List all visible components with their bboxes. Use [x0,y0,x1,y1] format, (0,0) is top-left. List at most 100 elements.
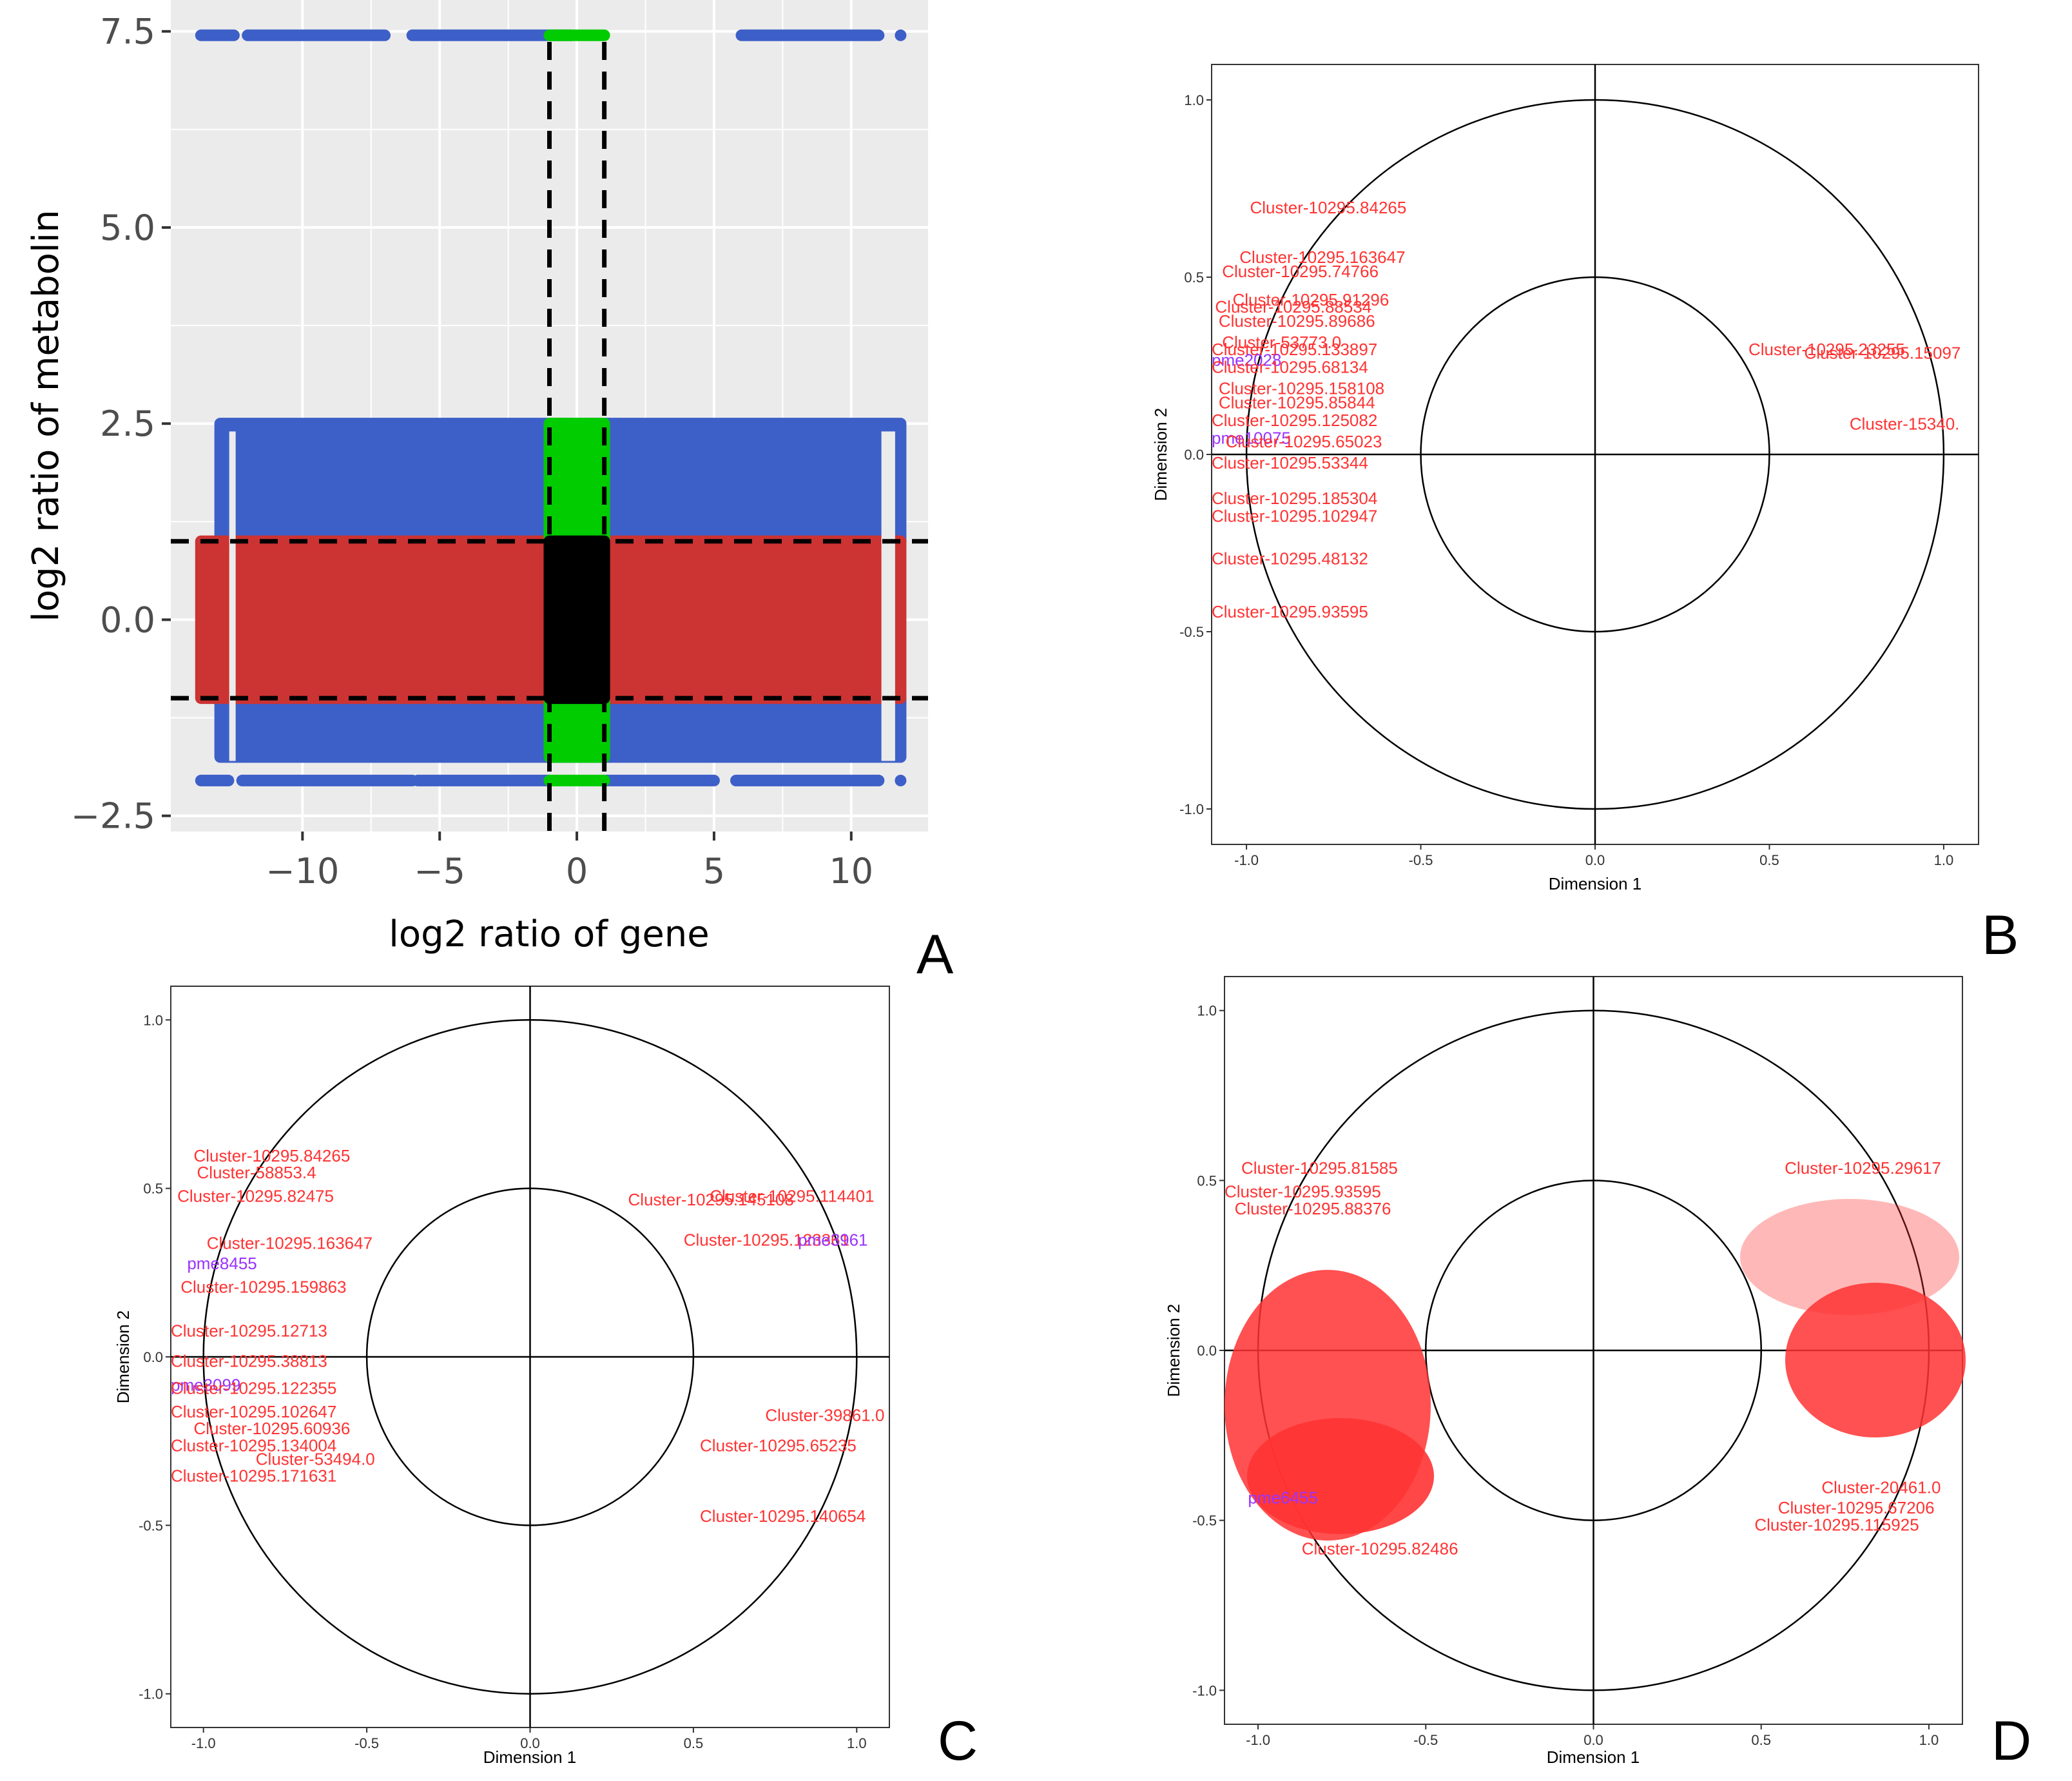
panel-b-y-axis-label: Dimension 2 [1151,408,1170,501]
panel-letter-c: C [938,1710,978,1772]
panel-letter-d: D [1991,1710,2031,1772]
panel-a-point-row [406,29,577,41]
panel-a-point-row [895,774,907,786]
panel-letter-b: B [1982,904,2019,966]
metabolite-label: pme3099 [171,1375,240,1394]
panel-c-y-tick-label: -1.0 [139,1686,163,1702]
gene-label: Cluster-10295.102947 [1212,507,1377,526]
gene-label: Cluster-10295.65023 [1226,432,1382,451]
gene-label: Cluster-10295.171631 [171,1466,336,1485]
gene-label: Cluster-10295.29617 [1785,1158,1941,1178]
panel-b-y-tick-label: 0.5 [1184,269,1204,286]
gene-label: Cluster-10295.158108 [1219,379,1384,398]
panel-a-y-tick-label: −2.5 [71,796,155,837]
panel-a-point-row [195,29,240,41]
panel-d-y-tick-label: -1.0 [1192,1682,1217,1698]
panel-d-x-tick-label: 0.5 [1751,1732,1771,1748]
panel-letter-a: A [916,924,954,986]
gene-label: Cluster-10295.53344 [1212,453,1368,472]
panel-b-axes: -1.0 -0.5 0.0 0.5 1.0 -1.0 -0.5 0.0 0.5 1.0 [1179,64,1979,868]
panel-a-chart: −10 −5 0 5 10 −2.5 0.0 2.5 5.0 7.5 log2 ratio of … [25,0,954,986]
gene-label: Cluster-10295.88534 [1215,297,1371,316]
gene-label: Cluster-10295.38813 [171,1352,327,1371]
metabolite-label: pme10075 [1212,429,1291,448]
panel-c-chart: -1.0 -0.5 0.0 0.5 1.0 -1.0 -0.5 0.0 0.5 1.0 Clust… [113,986,978,1772]
panel-a-point-row [242,29,391,41]
gene-label: Cluster-39861.0 [765,1405,884,1425]
gene-label: Cluster-10295.12713 [171,1321,327,1341]
metabolite-label: pme2028 [1212,351,1281,370]
panel-d-x-tick-label: -1.0 [1246,1732,1270,1748]
gene-label: Cluster-10295.81585 [1241,1158,1398,1178]
panel-a-column-gap [881,431,895,761]
panel-a-ticks: −10 −5 0 5 10 −2.5 0.0 2.5 5.0 7.5 [71,12,873,891]
panel-b-label-layer: Cluster-10295.84265Cluster-10295.163647C… [1212,198,1961,621]
gene-label: Cluster-10295.15097 [1805,344,1961,363]
panel-d-label-clusters [1225,1199,1966,1541]
panel-a-point-row [730,774,885,786]
gene-label: Cluster-10295.93595 [1225,1182,1381,1202]
panel-c-y-tick-label: 1.0 [143,1012,163,1028]
gene-label: Cluster-53494.0 [256,1449,375,1468]
panel-a-point-row [895,29,907,41]
panel-c-x-tick-label: 0.5 [684,1735,704,1751]
panel-c-x-axis-label: Dimension 1 [483,1747,577,1767]
panel-a-x-axis-label: log2 ratio of gene [389,913,709,955]
panel-d-right-upper-label-mass [1740,1199,1959,1315]
gene-label: Cluster-10295.82486 [1302,1539,1458,1558]
panel-c-x-tick-label: -0.5 [354,1735,379,1751]
gene-label: Cluster-15340. [1850,414,1960,434]
panel-d-y-tick-label: 0.0 [1197,1343,1217,1359]
gene-label: Cluster-10295.159863 [180,1278,346,1297]
gene-label: Cluster-10295.85844 [1219,393,1375,413]
gene-label: Cluster-10295.102647 [171,1402,336,1421]
panel-a-x-tick-label: 10 [829,851,873,891]
panel-a-point-band-green-bottom [543,692,610,763]
gene-label: Cluster-10295.91296 [1232,290,1389,309]
panel-a-x-tick-label: 0 [566,851,588,891]
gene-label: Cluster-10295.134004 [171,1436,336,1455]
gene-label: Cluster-10295.89686 [1219,311,1375,331]
gene-label: Cluster-10295.23255 [1748,340,1905,359]
metabolite-label: pme6455 [1248,1488,1317,1507]
panel-a-y-axis-label: log2 ratio of metabolin [25,209,67,621]
panel-d-y-tick-label: 1.0 [1197,1003,1217,1019]
panel-d-right-label-mass [1785,1283,1966,1437]
panel-a-x-tick-label: −10 [266,851,339,891]
panel-a-point-band-black-center [543,535,610,705]
panel-a-x-tick-label: 5 [703,851,725,891]
panel-d-x-tick-label: -0.5 [1413,1732,1438,1748]
gene-label: Cluster-10295.133897 [1212,340,1377,359]
panel-a-column-gap [229,431,236,761]
gene-label: Cluster-10295.145108 [628,1190,794,1209]
panel-d-chart: -1.0 -0.5 0.0 0.5 1.0 -1.0 -0.5 0.0 0.5 1.0 Clust… [1164,976,2031,1772]
panel-a-threshold-lines [171,42,928,832]
gene-label: Cluster-10295.163647 [1239,248,1405,267]
panel-d-y-tick-label: 0.5 [1197,1173,1217,1189]
gene-label: Cluster-10295.140654 [700,1506,866,1526]
panel-b-x-tick-label: -1.0 [1234,852,1259,868]
panel-c-x-tick-label: 1.0 [847,1735,867,1751]
gene-label: Cluster-10295.60936 [193,1419,350,1438]
panel-b-variable-labels: Cluster-10295.84265Cluster-10295.163647C… [1212,198,1961,621]
panel-c-y-tick-label: 0.5 [143,1181,163,1197]
panel-b-x-tick-label: 0.5 [1759,852,1779,868]
panel-d-x-tick-label: 0.0 [1583,1732,1603,1748]
panel-d-y-axis-label: Dimension 2 [1164,1304,1183,1397]
gene-label: Cluster-20461.0 [1821,1477,1941,1497]
panel-d-label-layer: Cluster-10295.81585 Cluster-10295.93595 Cl… [1225,1158,1941,1559]
panel-a-point-band-green-top [543,418,610,547]
panel-b-y-tick-label: 1.0 [1184,92,1204,108]
gene-label: Cluster-10295.114401 [710,1187,874,1206]
panel-a-y-tick-label: 2.5 [100,404,155,444]
gene-label: Cluster-10295.67206 [1778,1498,1935,1517]
panel-a-point-row [412,774,556,786]
panel-d-x-tick-label: 1.0 [1919,1732,1939,1748]
gene-label: Cluster-53773.0 [1222,333,1341,352]
gene-label: Cluster-10295.68134 [1212,358,1368,377]
panel-d-variable-labels: Cluster-10295.81585 Cluster-10295.93595 Cl… [1225,1158,1941,1559]
panel-c-axes: -1.0 -0.5 0.0 0.5 1.0 -1.0 -0.5 0.0 0.5 1.0 [139,986,889,1751]
panel-b-chart: -1.0 -0.5 0.0 0.5 1.0 -1.0 -0.5 0.0 0.5 1.0 Clust… [1151,64,2019,966]
panel-d-y-tick-label: -0.5 [1192,1513,1217,1529]
